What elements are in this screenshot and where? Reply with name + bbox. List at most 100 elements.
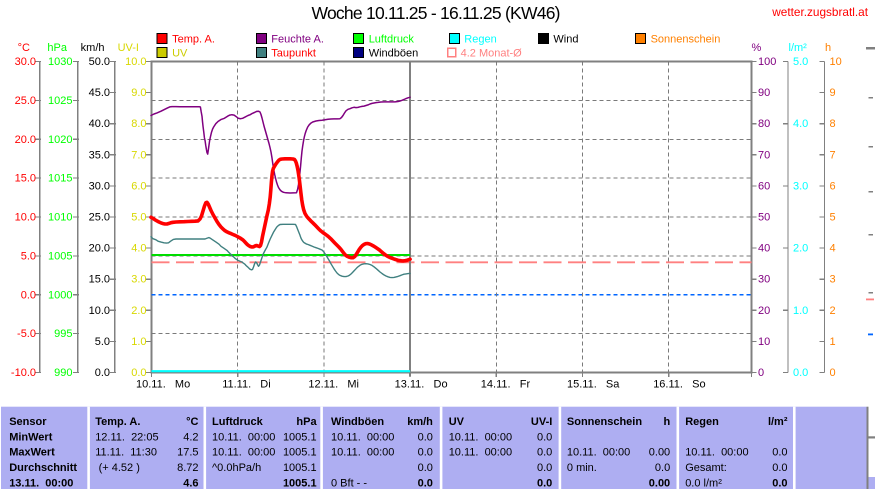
svg-text:1025: 1025 — [48, 95, 72, 107]
svg-text:60: 60 — [758, 180, 770, 192]
svg-text:0: 0 — [758, 367, 764, 379]
svg-text:0.0: 0.0 — [537, 447, 552, 459]
svg-text:40.0: 40.0 — [89, 118, 110, 130]
svg-text:1005.1: 1005.1 — [283, 431, 317, 443]
svg-text:12.11. 22:05: 12.11. 22:05 — [95, 431, 158, 443]
svg-text:17.5: 17.5 — [177, 447, 198, 459]
svg-text:0.0: 0.0 — [418, 478, 433, 489]
svg-text:20.0: 20.0 — [89, 243, 110, 255]
svg-text:8.72: 8.72 — [177, 462, 198, 474]
svg-text:0.00: 0.00 — [649, 447, 670, 459]
svg-text:Windböen: Windböen — [369, 48, 419, 60]
svg-text:50: 50 — [758, 212, 770, 224]
svg-text:0.0: 0.0 — [131, 367, 146, 379]
svg-text:0.0: 0.0 — [655, 462, 670, 474]
svg-text:UV: UV — [449, 416, 465, 428]
svg-text:10.11. Mo: 10.11. Mo — [136, 379, 190, 391]
svg-text:4: 4 — [830, 243, 836, 255]
svg-text:10.0: 10.0 — [125, 56, 146, 68]
svg-text:10.11. 00:00: 10.11. 00:00 — [331, 447, 394, 459]
svg-text:l/m²: l/m² — [768, 416, 788, 428]
svg-text:1015: 1015 — [48, 173, 72, 185]
svg-text:3.0: 3.0 — [793, 180, 808, 192]
svg-text:0.00: 0.00 — [649, 478, 670, 489]
svg-text:10.0: 10.0 — [89, 305, 110, 317]
svg-text:4.6: 4.6 — [183, 478, 198, 489]
svg-text:h: h — [663, 416, 670, 428]
svg-text:1005.1: 1005.1 — [283, 462, 317, 474]
svg-text:UV: UV — [172, 48, 188, 60]
svg-text:5.0: 5.0 — [95, 336, 110, 348]
svg-text:0.0 l/m²: 0.0 l/m² — [685, 478, 722, 489]
svg-text:km/h: km/h — [81, 42, 105, 54]
svg-text:3: 3 — [830, 274, 836, 286]
svg-text:90: 90 — [758, 87, 770, 99]
svg-text:-10.0: -10.0 — [11, 367, 36, 379]
svg-text:MaxWert: MaxWert — [9, 447, 55, 459]
svg-text:5.0: 5.0 — [131, 212, 146, 224]
svg-text:Temp. A.: Temp. A. — [95, 416, 140, 428]
svg-text:l/m²: l/m² — [789, 42, 808, 54]
svg-text:1: 1 — [830, 336, 836, 348]
svg-text:13.11. Do: 13.11. Do — [395, 379, 448, 391]
svg-text:30: 30 — [758, 274, 770, 286]
svg-text:7.0: 7.0 — [131, 149, 146, 161]
svg-text:hPa: hPa — [296, 416, 317, 428]
svg-text:hPa: hPa — [47, 42, 67, 54]
svg-text:MinWert: MinWert — [9, 431, 53, 443]
svg-text:0.0: 0.0 — [418, 431, 433, 443]
svg-text:15.11. Sa: 15.11. Sa — [567, 379, 620, 391]
svg-text:10.11. 00:00: 10.11. 00:00 — [449, 431, 512, 443]
svg-text:Feuchte A.: Feuchte A. — [271, 34, 324, 46]
svg-text:25.0: 25.0 — [15, 95, 36, 107]
svg-text:7: 7 — [830, 149, 836, 161]
svg-text:Wind: Wind — [553, 34, 578, 46]
svg-text:0: 0 — [830, 367, 836, 379]
svg-text:35.0: 35.0 — [89, 149, 110, 161]
svg-text:4.2 Monat-Ø: 4.2 Monat-Ø — [461, 48, 523, 60]
svg-text:2: 2 — [830, 305, 836, 317]
svg-text:20.0: 20.0 — [15, 134, 36, 146]
svg-text:10: 10 — [758, 336, 770, 348]
svg-text:12.11. Mi: 12.11. Mi — [308, 379, 359, 391]
svg-text:990: 990 — [54, 367, 72, 379]
svg-text:Gesamt:: Gesamt: — [685, 462, 727, 474]
svg-text:Luftdruck: Luftdruck — [212, 416, 264, 428]
svg-text:1010: 1010 — [48, 212, 72, 224]
svg-text:0.0: 0.0 — [772, 478, 787, 489]
svg-text:0.0: 0.0 — [537, 462, 552, 474]
svg-text:1.0: 1.0 — [131, 336, 146, 348]
svg-text:1005.1: 1005.1 — [283, 447, 317, 459]
svg-text:0.0: 0.0 — [537, 478, 552, 489]
svg-text:9: 9 — [830, 87, 836, 99]
svg-text:995: 995 — [54, 328, 72, 340]
svg-text:0.0: 0.0 — [418, 462, 433, 474]
svg-text:8: 8 — [830, 118, 836, 130]
svg-text:5.0: 5.0 — [793, 56, 808, 68]
svg-text:30.0: 30.0 — [89, 180, 110, 192]
svg-text:6: 6 — [830, 180, 836, 192]
svg-text:0.0: 0.0 — [21, 289, 36, 301]
svg-text:0.0: 0.0 — [793, 367, 808, 379]
svg-text:5.0: 5.0 — [21, 250, 36, 262]
svg-text:1.0: 1.0 — [793, 305, 808, 317]
svg-text:11.11. Di: 11.11. Di — [222, 379, 271, 391]
svg-text:°C: °C — [18, 42, 30, 54]
svg-text:Woche 10.11.25 - 16.11.25 (KW4: Woche 10.11.25 - 16.11.25 (KW46) — [312, 3, 561, 23]
svg-text:4.0: 4.0 — [131, 243, 146, 255]
svg-text:1030: 1030 — [48, 56, 72, 68]
svg-text:0.0: 0.0 — [772, 462, 787, 474]
svg-text:10.11. 00:00: 10.11. 00:00 — [449, 447, 512, 459]
svg-text:50.0: 50.0 — [89, 56, 110, 68]
svg-text:1005: 1005 — [48, 250, 72, 262]
svg-text:Temp. A.: Temp. A. — [172, 34, 215, 46]
svg-text:UV-I: UV-I — [531, 416, 552, 428]
svg-text:6.0: 6.0 — [131, 180, 146, 192]
svg-text:9.0: 9.0 — [131, 87, 146, 99]
svg-text:UV-I: UV-I — [118, 42, 139, 54]
svg-text:4.0: 4.0 — [793, 118, 808, 130]
svg-text:0.0: 0.0 — [418, 447, 433, 459]
svg-text:10.0: 10.0 — [15, 212, 36, 224]
svg-text:45.0: 45.0 — [89, 87, 110, 99]
svg-text:(+ 4.52 ): (+ 4.52 ) — [99, 462, 140, 474]
